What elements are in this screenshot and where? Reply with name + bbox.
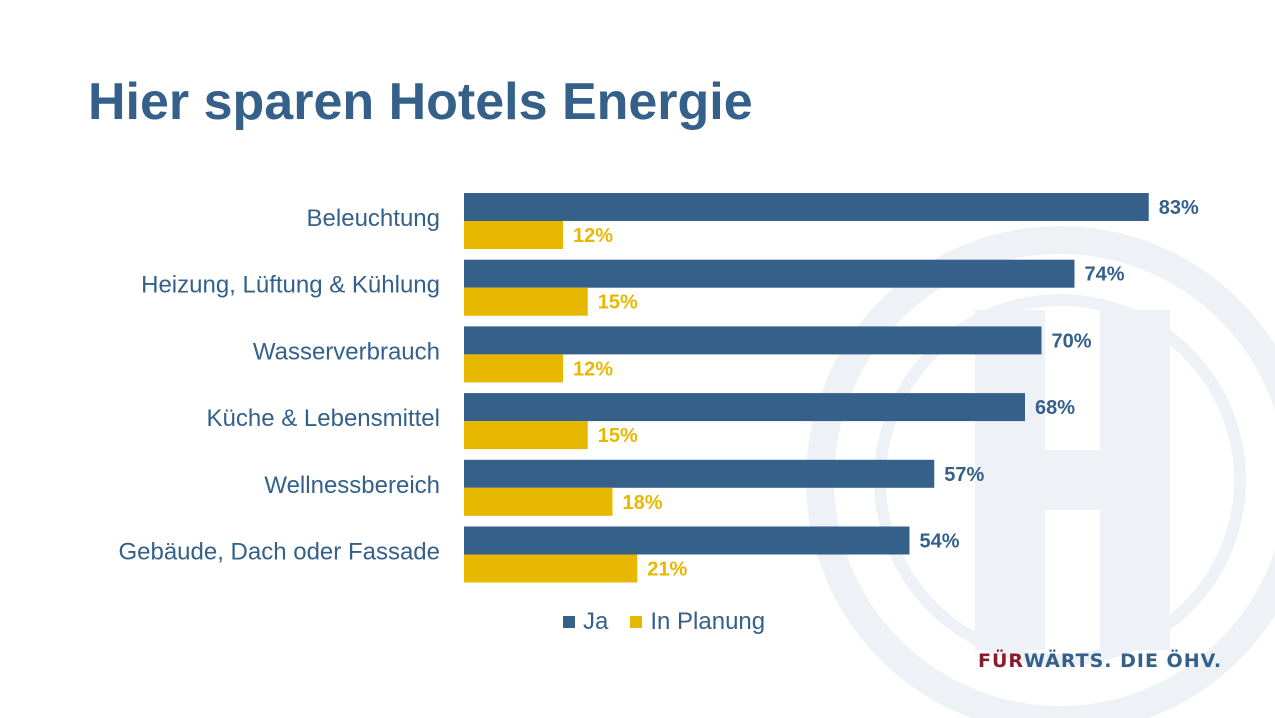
category-label: Gebäude, Dach oder Fassade [118, 539, 440, 566]
brand-slogan: FÜRWÄRTS. DIE ÖHV. [978, 650, 1222, 672]
value-label-ja: 68% [1035, 397, 1075, 419]
value-label-planung: 21% [647, 559, 687, 581]
legend-label-planung: In Planung [650, 608, 766, 635]
brand-slogan-part1: FÜR [978, 650, 1025, 672]
category-label: Wellnessbereich [264, 472, 440, 499]
chart-bars: Beleuchtung 83% 12% Heizung, Lüftung & Kühl… [118, 193, 1199, 583]
chart-legend: Ja In Planung [563, 608, 787, 636]
category-label: Heizung, Lüftung & Kühlung [141, 272, 440, 299]
value-label-planung: 15% [598, 292, 638, 314]
value-label-ja: 70% [1052, 330, 1092, 352]
page-title: Hier sparen Hotels Energie [88, 73, 753, 131]
legend-swatch-ja [563, 616, 575, 628]
category-label: Wasserverbrauch [253, 338, 440, 365]
brand-slogan-part2: WÄRTS. DIE ÖHV. [1024, 650, 1223, 672]
bar-ja [464, 193, 1149, 221]
bar-planung [464, 221, 563, 249]
bar-ja [464, 526, 910, 555]
bar-ja [464, 259, 1075, 288]
bar-planung [464, 421, 588, 450]
bar-ja [464, 393, 1025, 422]
value-label-ja: 54% [920, 531, 960, 553]
category-label: Beleuchtung [307, 205, 440, 232]
legend-item-ja: Ja [563, 608, 608, 636]
legend-item-planung: In Planung [630, 608, 765, 636]
value-label-planung: 18% [623, 492, 663, 514]
value-label-planung: 12% [573, 225, 613, 247]
bar-ja [464, 459, 935, 488]
value-label-planung: 12% [573, 358, 613, 380]
value-label-ja: 74% [1085, 264, 1125, 286]
bar-ja [464, 326, 1042, 355]
value-label-planung: 15% [598, 425, 638, 447]
legend-label-ja: Ja [583, 608, 609, 635]
bar-planung [464, 554, 638, 583]
value-label-ja: 57% [944, 464, 984, 486]
value-label-ja: 83% [1159, 197, 1199, 219]
bar-planung [464, 287, 588, 316]
bar-planung [464, 354, 563, 383]
legend-swatch-planung [630, 616, 643, 628]
category-label: Küche & Lebensmittel [207, 405, 440, 432]
bar-planung [464, 487, 613, 516]
